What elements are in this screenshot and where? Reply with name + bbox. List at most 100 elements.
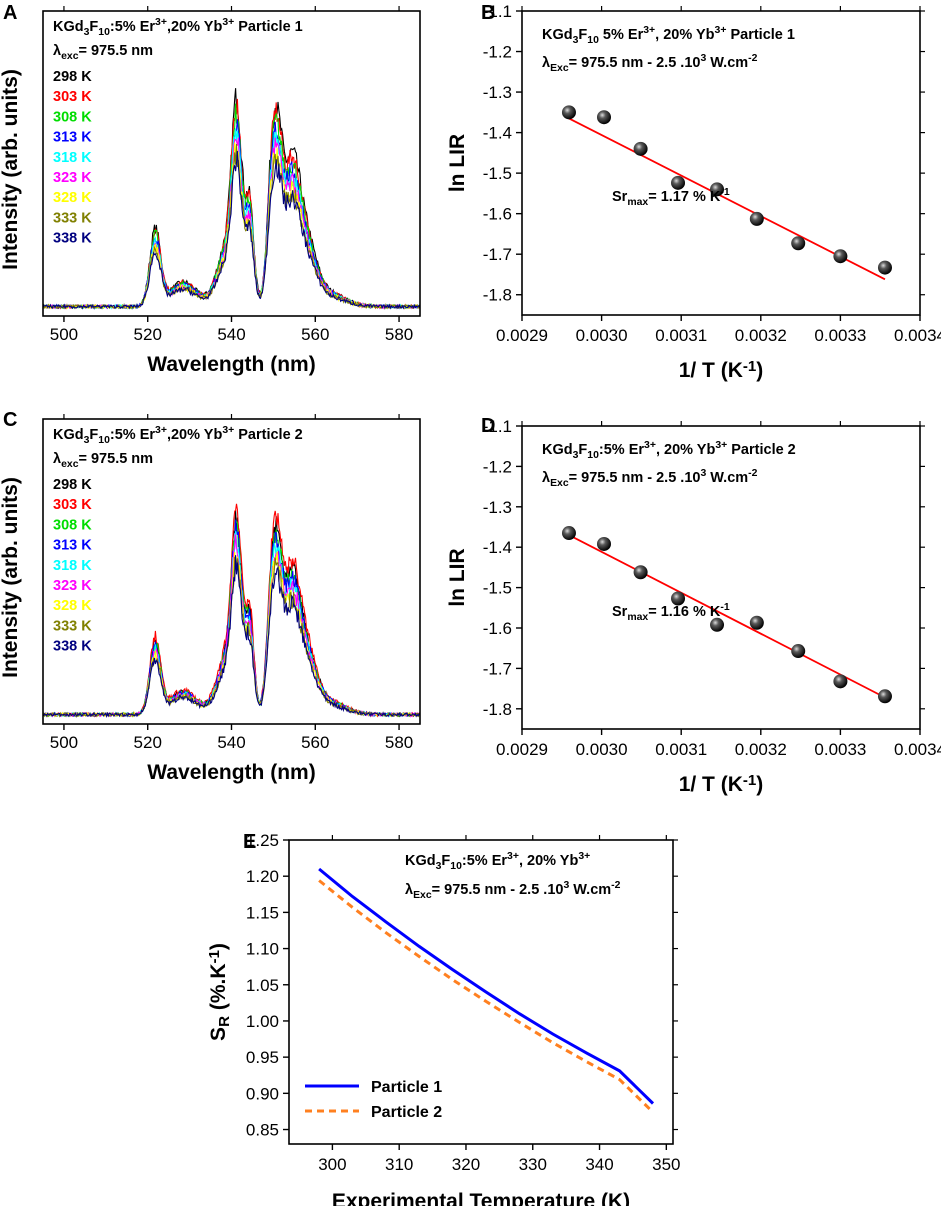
panel-d-y-tick-label: -1.6 xyxy=(483,619,512,638)
panel-d-data-point xyxy=(710,617,725,632)
panel-c-series-308-K xyxy=(43,519,420,718)
panel-a-series-group xyxy=(43,88,420,310)
panel-c-panel-letter: C xyxy=(3,409,17,431)
panel-e-x-tick-label: 350 xyxy=(652,1155,680,1174)
panel-a-legend-323-K: 323 K xyxy=(53,170,92,186)
panel-d-data-point xyxy=(633,565,648,580)
panel-d-axes-frame xyxy=(521,425,921,730)
panel-d-y-label: ln LIR xyxy=(446,548,469,606)
panel-b-data-point xyxy=(791,236,806,251)
panel-a-legend-328-K: 328 K xyxy=(53,190,92,206)
panel-b-y-tick-label: -1.7 xyxy=(483,245,512,264)
panel-b-y-tick-label: -1.2 xyxy=(483,43,512,62)
panel-a-y-label: Intensity (arb. units) xyxy=(0,69,22,270)
panel-e-y-label: SR (%.K-1) xyxy=(206,943,233,1041)
panel-b-x-tick-label: 0.0030 xyxy=(576,326,628,345)
panel-d-x-tick-label: 0.0031 xyxy=(655,740,707,759)
panel-d-sr-annotation: Srmax= 1.16 % K-1 xyxy=(612,602,730,623)
panel-a-title-line-1: KGd3F10:5% Er3+,20% Yb3+ Particle 1 xyxy=(53,17,303,38)
panel-b-data-point xyxy=(710,182,725,197)
panel-d-y-tick-label: -1.8 xyxy=(483,700,512,719)
panel-a-panel-letter: A xyxy=(3,2,17,24)
panel-c-legend-333-K: 333 K xyxy=(53,618,92,634)
panel-b-panel-letter: B xyxy=(481,2,495,24)
panel-b-data-point xyxy=(561,105,576,120)
panel-a-legend-298-K: 298 K xyxy=(53,69,92,85)
panel-e-title-line-2: λExc= 975.5 nm - 2.5 .103 W.cm-2 xyxy=(405,880,621,901)
panel-b-y-tick-label: -1.5 xyxy=(483,164,512,183)
panel-b-data-point xyxy=(749,211,764,226)
panel-c-title-line-2: λexc= 975.5 nm xyxy=(53,451,153,470)
panel-e-x-tick-label: 310 xyxy=(385,1155,413,1174)
panel-a-x-label: Wavelength (nm) xyxy=(147,353,315,376)
panel-a-legend-333-K: 333 K xyxy=(53,210,92,226)
panel-d-x-tick-label: 0.0033 xyxy=(814,740,866,759)
panel-c-x-tick-label: 580 xyxy=(385,733,413,752)
panel-d-data-point xyxy=(877,689,892,704)
panel-c-x-tick-label: 500 xyxy=(50,733,78,752)
panel-d-data-point xyxy=(749,615,764,630)
panel-a-x-tick-label: 500 xyxy=(50,325,78,344)
panel-b-title-line-1: KGd3F10 5% Er3+, 20% Yb3+ Particle 1 xyxy=(542,25,795,46)
panel-e-series-Particle-1 xyxy=(318,867,655,1105)
panel-e-y-tick-label: 1.15 xyxy=(246,903,279,922)
panel-d-y-tick-label: -1.3 xyxy=(483,498,512,517)
panel-b-data-point xyxy=(596,110,611,125)
panel-b-y-label: ln LIR xyxy=(446,134,469,192)
panel-e-y-tick-label: 1.00 xyxy=(246,1012,279,1031)
panel-c-legend-308-K: 308 K xyxy=(53,517,92,533)
panel-c-legend-338-K: 338 K xyxy=(53,639,92,655)
panel-b-data-point xyxy=(633,141,648,156)
panel-d-y-tick-label: -1.4 xyxy=(483,538,512,557)
panel-b-data-point xyxy=(877,260,892,275)
panel-d-panel-letter: D xyxy=(481,415,495,437)
panel-b-x-label: 1/ T (K-1) xyxy=(679,358,764,382)
panel-b-y-tick-label: -1.4 xyxy=(483,124,512,143)
panel-c-legend-318-K: 318 K xyxy=(53,558,92,574)
panel-b-title-line-2: λExc= 975.5 nm - 2.5 .103 W.cm-2 xyxy=(542,53,758,74)
panel-e-y-tick-label: 0.95 xyxy=(246,1048,279,1067)
panel-e-x-label: Experimental Temperature (K) xyxy=(332,1190,630,1206)
panel-a-x-tick-label: 560 xyxy=(301,325,329,344)
panel-c-series-313-K xyxy=(43,519,420,718)
panel-e-x-tick-label: 320 xyxy=(452,1155,480,1174)
panel-b-x-tick-label: 0.0034 xyxy=(894,326,941,345)
panel-e-y-tick-label: 1.10 xyxy=(246,940,279,959)
panel-e-axes-frame xyxy=(288,839,674,1145)
panel-d-x-tick-label: 0.0032 xyxy=(735,740,787,759)
panel-b-x-tick-label: 0.0032 xyxy=(735,326,787,345)
panel-d-data-point xyxy=(791,644,806,659)
panel-d-x-tick-label: 0.0030 xyxy=(576,740,628,759)
panel-c-legend-298-K: 298 K xyxy=(53,477,92,493)
panel-a-title-line-2: λexc= 975.5 nm xyxy=(53,43,153,62)
panel-e-x-tick-label: 330 xyxy=(519,1155,547,1174)
panel-c-legend-328-K: 328 K xyxy=(53,598,92,614)
panel-e-title-line-1: KGd3F10:5% Er3+, 20% Yb3+ xyxy=(405,851,590,872)
panel-d-data-point xyxy=(596,536,611,551)
panel-e-y-tick-label: 1.20 xyxy=(246,867,279,886)
panel-b-y-tick-label: -1.6 xyxy=(483,205,512,224)
panel-e-legend-label-Particle-1: Particle 1 xyxy=(371,1079,442,1096)
panel-c-series-298-K xyxy=(43,509,420,718)
panel-e-panel-letter: E xyxy=(243,831,256,853)
panel-c-series-group xyxy=(43,503,420,719)
panel-d-data-point xyxy=(671,591,686,606)
panel-b-data-point xyxy=(671,175,686,190)
panel-d-y-tick-label: -1.1 xyxy=(483,417,512,436)
panel-c-x-label: Wavelength (nm) xyxy=(147,761,315,784)
panel-d-x-tick-label: 0.0029 xyxy=(496,740,548,759)
panel-d-data-point xyxy=(561,526,576,541)
panel-a-legend-338-K: 338 K xyxy=(53,231,92,247)
panel-c-y-label: Intensity (arb. units) xyxy=(0,477,22,678)
panel-c-title-line-1: KGd3F10:5% Er3+,20% Yb3+ Particle 2 xyxy=(53,425,303,446)
panel-b-x-tick-label: 0.0031 xyxy=(655,326,707,345)
panel-c-x-tick-label: 520 xyxy=(134,733,162,752)
panel-c-series-338-K xyxy=(43,555,420,719)
panel-b-x-tick-label: 0.0033 xyxy=(814,326,866,345)
panel-e-y-tick-label: 0.85 xyxy=(246,1121,279,1140)
panel-b-data-point xyxy=(833,249,848,264)
panel-e-y-tick-label: 1.25 xyxy=(246,831,279,850)
panel-c-legend-323-K: 323 K xyxy=(53,578,92,594)
panel-d-title-line-2: λExc= 975.5 nm - 2.5 .103 W.cm-2 xyxy=(542,468,758,489)
